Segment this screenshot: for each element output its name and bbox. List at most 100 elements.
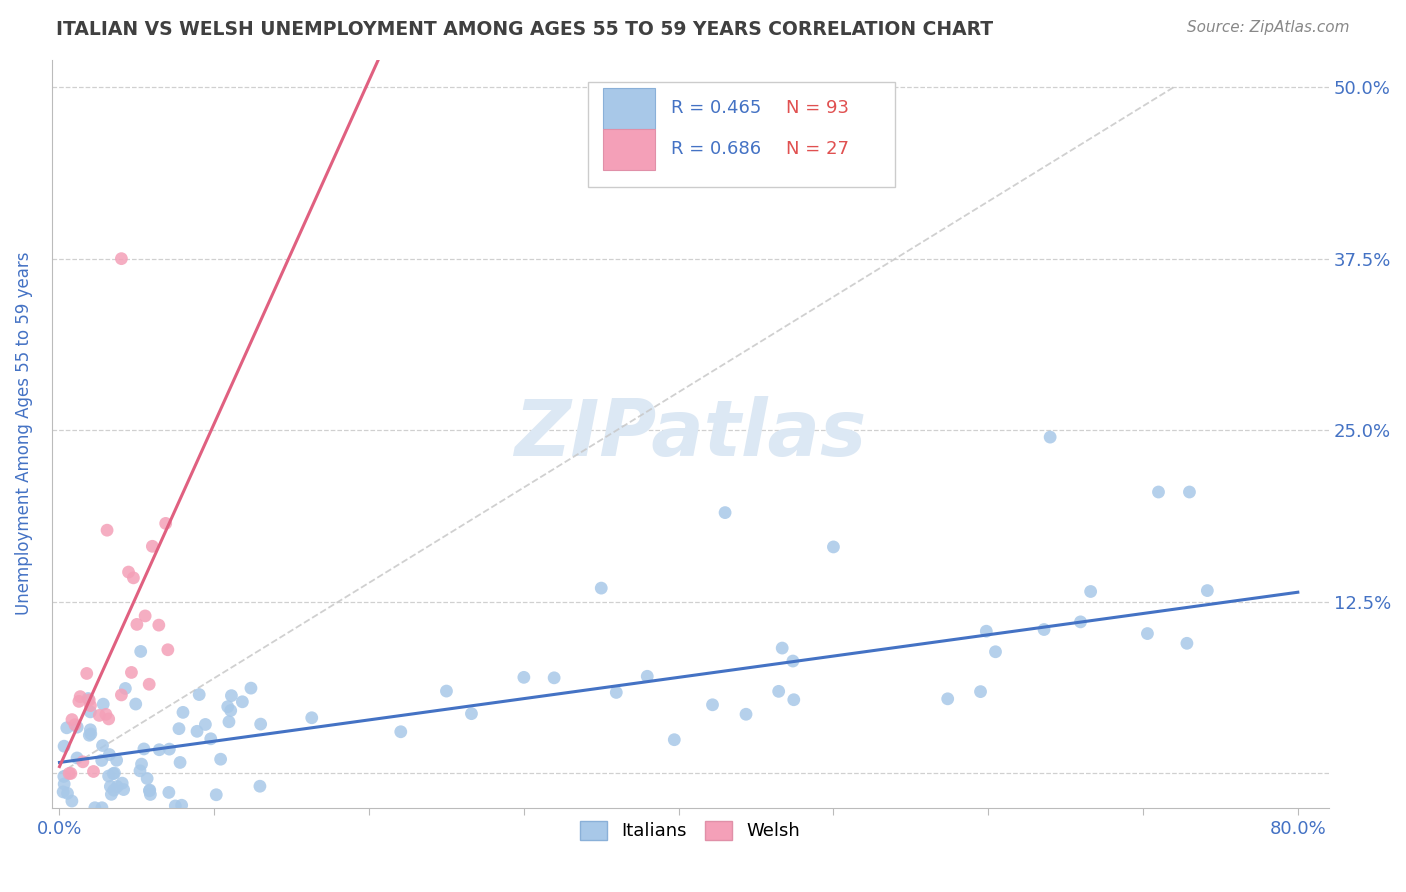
Point	[52, 785, 75, 799]
Point	[513, 670, 536, 684]
Point	[249, 779, 271, 793]
Point	[79, 723, 101, 737]
Point	[138, 784, 160, 798]
Text: R = 0.686: R = 0.686	[671, 140, 761, 159]
Point	[249, 717, 271, 731]
Point	[72, 755, 94, 769]
Point	[97, 712, 120, 726]
Text: ZIPatlas: ZIPatlas	[515, 396, 866, 472]
Point	[155, 516, 177, 531]
Point	[239, 681, 262, 695]
Point	[110, 688, 132, 702]
Point	[55, 721, 77, 735]
Point	[96, 523, 118, 537]
Point	[134, 609, 156, 624]
Point	[714, 506, 737, 520]
Point	[200, 731, 222, 746]
Point	[52, 769, 75, 783]
Point	[58, 766, 80, 780]
Point	[1197, 583, 1219, 598]
Point	[67, 694, 90, 708]
Point	[131, 757, 153, 772]
Point	[219, 704, 242, 718]
Text: ITALIAN VS WELSH UNEMPLOYMENT AMONG AGES 55 TO 59 YEARS CORRELATION CHART: ITALIAN VS WELSH UNEMPLOYMENT AMONG AGES…	[56, 20, 994, 38]
Point	[543, 671, 565, 685]
Point	[98, 747, 121, 762]
Point	[69, 690, 91, 704]
Point	[60, 794, 83, 808]
Point	[170, 798, 193, 813]
Point	[60, 713, 83, 727]
Point	[436, 684, 458, 698]
Text: N = 27: N = 27	[786, 140, 849, 159]
Point	[148, 743, 170, 757]
Point	[100, 788, 122, 802]
Text: Source: ZipAtlas.com: Source: ZipAtlas.com	[1187, 20, 1350, 35]
Point	[1080, 584, 1102, 599]
Point	[165, 798, 187, 813]
Point	[664, 732, 686, 747]
Point	[770, 641, 793, 656]
Point	[53, 777, 76, 791]
Point	[91, 739, 114, 753]
Point	[114, 681, 136, 696]
Point	[56, 786, 79, 800]
Point	[77, 691, 100, 706]
Point	[157, 742, 180, 756]
Point	[221, 689, 243, 703]
Point	[1178, 485, 1201, 500]
Legend: Italians, Welsh: Italians, Welsh	[565, 806, 815, 855]
Point	[138, 677, 160, 691]
Point	[79, 698, 101, 713]
Point	[186, 724, 208, 739]
Point	[129, 764, 152, 778]
Point	[82, 764, 104, 779]
Point	[782, 654, 804, 668]
Point	[105, 780, 128, 794]
Point	[1147, 485, 1170, 500]
Point	[156, 642, 179, 657]
Y-axis label: Unemployment Among Ages 55 to 59 years: Unemployment Among Ages 55 to 59 years	[15, 252, 32, 615]
Point	[103, 783, 125, 797]
Point	[76, 666, 98, 681]
FancyBboxPatch shape	[603, 128, 655, 170]
Point	[936, 691, 959, 706]
Point	[80, 727, 103, 741]
Point	[111, 776, 134, 790]
Point	[301, 711, 323, 725]
Point	[209, 752, 232, 766]
Text: R = 0.465: R = 0.465	[671, 99, 762, 117]
Point	[768, 684, 790, 698]
Point	[103, 766, 125, 780]
Point	[148, 618, 170, 632]
Point	[783, 692, 806, 706]
Point	[389, 724, 412, 739]
Point	[217, 699, 239, 714]
Point	[969, 684, 991, 698]
Point	[460, 706, 482, 721]
Point	[63, 717, 86, 731]
Point	[90, 754, 112, 768]
Point	[83, 801, 105, 815]
Point	[125, 697, 148, 711]
Point	[91, 801, 114, 815]
Point	[636, 669, 658, 683]
Point	[112, 782, 135, 797]
Point	[141, 539, 163, 553]
Point	[122, 571, 145, 585]
Point	[157, 785, 180, 799]
Point	[735, 707, 758, 722]
Point	[167, 722, 190, 736]
Point	[125, 617, 148, 632]
Point	[129, 644, 152, 658]
Point	[205, 788, 228, 802]
FancyBboxPatch shape	[588, 82, 894, 186]
Point	[1136, 626, 1159, 640]
Point	[66, 751, 89, 765]
Point	[218, 714, 240, 729]
Point	[231, 695, 253, 709]
Point	[194, 717, 217, 731]
Point	[120, 665, 142, 680]
Point	[1070, 615, 1092, 629]
Point	[591, 581, 613, 595]
